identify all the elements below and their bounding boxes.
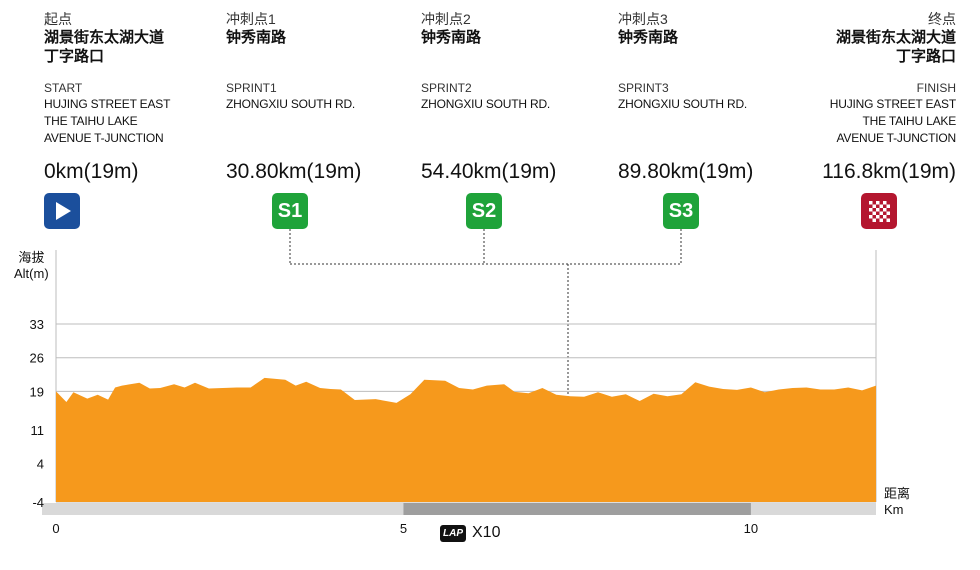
x-tick-labels: 0 5 10: [52, 521, 758, 536]
x-tick-label: 10: [744, 521, 758, 536]
sprint3-distance: 89.80km(19m): [618, 160, 754, 183]
y-tick-label: -4: [32, 495, 44, 510]
y-tick-labels: 33 26 19 11 4 -4: [30, 317, 44, 510]
y-axis-title: 海拔 Alt(m): [14, 250, 49, 281]
sprint-connector-lines: [289, 229, 682, 502]
finish-distance: 116.8km(19m): [822, 160, 956, 183]
elevation-area: [56, 377, 876, 502]
y-tick-label: 19: [30, 384, 44, 399]
lap-indicator: LAP X10: [440, 524, 500, 542]
sprint3-en-place: ZHONGXIU SOUTH RD.: [618, 97, 748, 111]
sprint3-column: 冲刺点3 钟秀南路 SPRINT3 ZHONGXIU SOUTH RD.: [618, 10, 747, 113]
sprint2-marker: S2: [466, 193, 502, 229]
x-tick-label: 5: [400, 521, 407, 536]
sprint2-cn-label: 冲刺点2: [421, 11, 471, 27]
x-axis-title: 距离 Km: [884, 486, 911, 517]
y-tick-label: 11: [31, 423, 45, 438]
y-tick-label: 33: [30, 317, 44, 332]
start-en-place: HUJING STREET EAST THE TAIHU LAKE AVENUE…: [44, 97, 171, 145]
sprint3-cn-label: 冲刺点3: [618, 11, 668, 27]
y-tick-label: 26: [30, 351, 44, 366]
sprint2-column: 冲刺点2 钟秀南路 SPRINT2 ZHONGXIU SOUTH RD.: [421, 10, 550, 113]
y-tick-label: 4: [37, 457, 44, 472]
sprint3-marker: S3: [663, 193, 699, 229]
finish-marker: [861, 193, 897, 229]
finish-cn-label: 终点: [928, 11, 956, 27]
lap-count: X10: [472, 524, 501, 541]
sprint2-cn-place: 钟秀南路: [421, 29, 482, 46]
finish-en-label: FINISH: [916, 81, 956, 95]
sprint1-en-label: SPRINT1: [226, 81, 277, 95]
x-tick-label: 0: [52, 521, 59, 536]
start-column: 起点 湖景街东太湖大道 丁字路口 START HUJING STREET EAS…: [44, 10, 170, 147]
sprint1-column: 冲刺点1 钟秀南路 SPRINT1 ZHONGXIU SOUTH RD.: [226, 10, 355, 113]
start-distance: 0km(19m): [44, 160, 139, 183]
sprint1-distance: 30.80km(19m): [226, 160, 362, 183]
sprint1-cn-place: 钟秀南路: [226, 29, 287, 46]
start-marker: [44, 193, 80, 229]
sprint2-distance: 54.40km(19m): [421, 160, 557, 183]
sprint2-en-place: ZHONGXIU SOUTH RD.: [421, 97, 551, 111]
lap-icon: LAP: [440, 524, 466, 542]
checkered-flag-icon: [869, 201, 890, 222]
finish-column: 终点 湖景街东太湖大道 丁字路口 FINISH HUJING STREET EA…: [830, 10, 956, 147]
distance-band: [42, 503, 876, 515]
sprint2-en-label: SPRINT2: [421, 81, 472, 95]
band-dark: [403, 503, 751, 515]
sprint1-marker: S1: [272, 193, 308, 229]
sprint1-cn-label: 冲刺点1: [226, 11, 276, 27]
sprint1-en-place: ZHONGXIU SOUTH RD.: [226, 97, 356, 111]
sprint3-en-label: SPRINT3: [618, 81, 669, 95]
sprint3-cn-place: 钟秀南路: [618, 29, 679, 46]
play-icon: [56, 202, 71, 220]
start-cn-place: 湖景街东太湖大道 丁字路口: [44, 29, 165, 65]
finish-cn-place: 湖景街东太湖大道 丁字路口: [835, 29, 956, 65]
finish-en-place: HUJING STREET EAST THE TAIHU LAKE AVENUE…: [829, 97, 956, 145]
start-en-label: START: [44, 81, 83, 95]
start-cn-label: 起点: [44, 11, 72, 27]
